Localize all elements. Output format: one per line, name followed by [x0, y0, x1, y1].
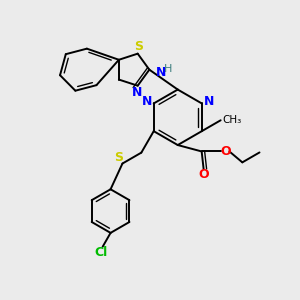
Text: Cl: Cl [94, 246, 107, 259]
Text: N: N [156, 66, 167, 79]
Text: H: H [164, 64, 173, 74]
Text: O: O [220, 145, 231, 158]
Text: N: N [203, 95, 214, 108]
Text: S: S [114, 151, 123, 164]
Text: N: N [131, 86, 142, 99]
Text: O: O [198, 168, 209, 181]
Text: S: S [134, 40, 143, 53]
Text: N: N [142, 95, 152, 108]
Text: CH₃: CH₃ [222, 115, 241, 125]
